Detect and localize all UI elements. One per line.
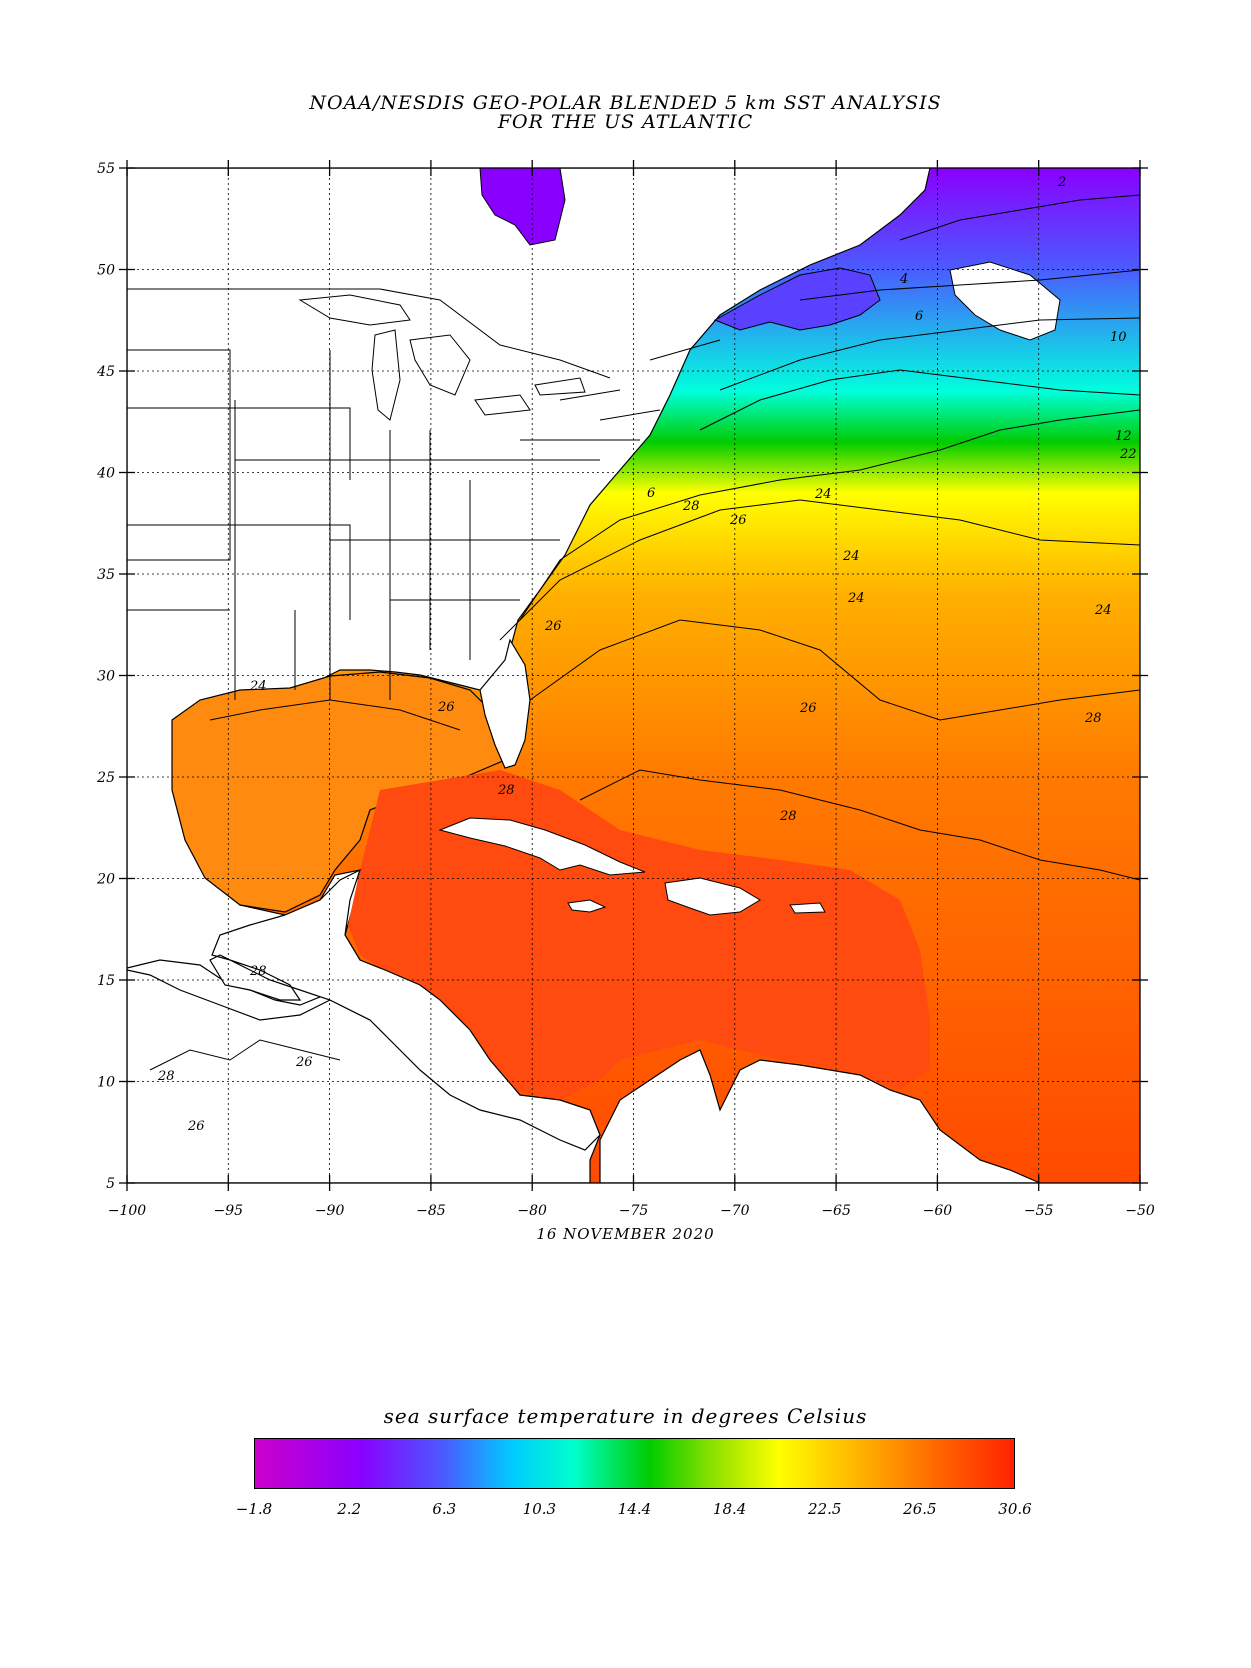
lat-tick-label: 45 — [96, 364, 115, 380]
lon-tick-label: −75 — [619, 1203, 649, 1219]
svg-text:6: 6 — [915, 309, 923, 324]
colorbar-tick-label: −1.8 — [235, 1500, 273, 1518]
svg-text:12: 12 — [1115, 429, 1132, 444]
svg-text:24: 24 — [847, 591, 865, 606]
lat-tick-label: 5 — [106, 1176, 115, 1192]
central-america-land — [209, 868, 601, 1151]
great-lakes — [298, 294, 586, 421]
jamaica-land — [567, 899, 607, 913]
lon-tick-label: −95 — [214, 1203, 244, 1219]
colorbar-title: sea surface temperature in degrees Celsi… — [383, 1404, 868, 1428]
svg-text:28: 28 — [157, 1069, 175, 1084]
lat-tick-label: 15 — [97, 973, 115, 989]
lat-tick-label: 10 — [97, 1075, 115, 1091]
lon-tick-label: −50 — [1125, 1203, 1155, 1219]
lon-tick-label: −90 — [315, 1203, 345, 1219]
svg-text:28: 28 — [779, 809, 797, 824]
svg-text:24: 24 — [249, 679, 267, 694]
svg-text:28: 28 — [682, 499, 700, 514]
lat-tick-label: 25 — [96, 770, 115, 786]
svg-text:2: 2 — [1057, 175, 1066, 190]
lat-tick-label: 20 — [96, 872, 115, 888]
svg-text:28: 28 — [1084, 711, 1102, 726]
svg-text:22: 22 — [1119, 447, 1137, 462]
contour-labels: 2 4 6 10 6 28 26 24 24 24 24 26 26 28 28… — [157, 175, 1137, 1134]
svg-text:26: 26 — [437, 700, 455, 715]
lon-tick-label: −85 — [416, 1203, 446, 1219]
colorbar-tick-label: 14.4 — [617, 1500, 652, 1518]
colorbar-tick-label: 18.4 — [712, 1500, 747, 1518]
colorbar-tick-label: 10.3 — [522, 1500, 557, 1518]
lat-tick-label: 40 — [96, 466, 115, 482]
caribbean-sea — [348, 770, 930, 1100]
analysis-date: 16 NOVEMBER 2020 — [536, 1225, 715, 1243]
lon-tick-label: −60 — [923, 1203, 953, 1219]
florida-land — [479, 638, 531, 769]
lat-tick-label: 55 — [97, 161, 115, 177]
svg-text:26: 26 — [729, 513, 747, 528]
svg-text:26: 26 — [295, 1055, 313, 1070]
lon-tick-label: −100 — [108, 1203, 147, 1219]
svg-text:24: 24 — [1094, 603, 1112, 618]
st-lawrence-water — [713, 267, 881, 331]
lat-tick-label: 35 — [97, 567, 115, 583]
colorbar — [254, 1438, 1015, 1489]
latitude-labels: 55 50 45 40 35 30 25 20 15 10 5 — [96, 161, 115, 1192]
colorbar-tick-label: 2.2 — [337, 1500, 362, 1518]
lat-tick-label: 30 — [97, 669, 115, 685]
svg-text:28: 28 — [497, 783, 515, 798]
svg-text:26: 26 — [799, 701, 817, 716]
svg-text:28: 28 — [249, 964, 267, 979]
lon-tick-label: −80 — [517, 1203, 547, 1219]
svg-text:6: 6 — [647, 486, 655, 501]
hispaniola-land — [664, 877, 761, 916]
puerto-rico-land — [789, 902, 826, 914]
lon-tick-label: −65 — [821, 1203, 851, 1219]
svg-text:4: 4 — [899, 272, 908, 287]
axis-ticks — [119, 160, 1148, 1191]
lat-tick-label: 50 — [97, 263, 115, 279]
map-subtitle: FOR THE US ATLANTIC — [497, 111, 754, 133]
svg-text:26: 26 — [544, 619, 562, 634]
lon-tick-label: −70 — [720, 1203, 750, 1219]
james-bay-water — [479, 168, 566, 246]
graticule — [127, 168, 1140, 1183]
longitude-labels: −100 −95 −90 −85 −80 −75 −70 −65 −60 −55 −50 — [108, 1203, 1155, 1219]
cuba-land — [438, 817, 646, 876]
colorbar-tick-label: 22.5 — [808, 1500, 842, 1518]
svg-text:26: 26 — [187, 1119, 205, 1134]
svg-text:24: 24 — [842, 549, 860, 564]
svg-text:24: 24 — [814, 487, 832, 502]
lon-tick-label: −55 — [1024, 1203, 1054, 1219]
colorbar-tick-label: 30.6 — [998, 1500, 1032, 1518]
south-america-land — [599, 1049, 1041, 1183]
colorbar-tick-label: 26.5 — [903, 1500, 937, 1518]
colorbar-tick-label: 6.3 — [432, 1500, 457, 1518]
svg-text:10: 10 — [1110, 330, 1127, 345]
map-title: NOAA/NESDIS GEO-POLAR BLENDED 5 km SST A… — [309, 92, 942, 114]
